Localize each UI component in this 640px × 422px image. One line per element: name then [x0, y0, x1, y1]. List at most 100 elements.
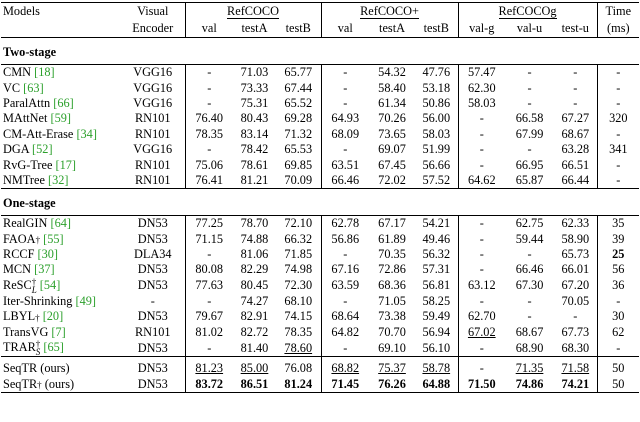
cell-value: 58.03 — [467, 95, 496, 110]
cell-value: 35 — [612, 216, 625, 231]
table-cell: - — [554, 65, 597, 81]
table-cell: - — [457, 356, 506, 377]
table-cell: - — [457, 157, 506, 173]
model-marks: † — [35, 313, 40, 322]
cell-value: DN53 — [137, 262, 168, 277]
table-cell: 74.98 — [276, 262, 321, 277]
cell-value: 75.37 — [378, 360, 406, 375]
cell-value: 57.47 — [467, 65, 496, 80]
cell-value: 76.08 — [284, 360, 313, 375]
table-cell: 83.14 — [233, 127, 276, 142]
model-sub: S — [35, 347, 41, 357]
cell-value: 50 — [612, 360, 625, 375]
model-ref: [65] — [43, 340, 64, 355]
cell-value: 64.88 — [422, 376, 451, 391]
cell-value: 56.94 — [422, 324, 451, 339]
cell-value: 58.78 — [422, 360, 451, 375]
model-name: Iter-Shrinking — [3, 294, 73, 309]
cell-value: - — [616, 65, 621, 80]
model-name: LBYL — [3, 309, 36, 324]
model-name: MCN — [3, 262, 32, 277]
table-cell: - — [457, 126, 506, 142]
cell-value: 341 — [609, 142, 628, 157]
cell-value: - — [207, 80, 212, 95]
cell-value: - — [207, 95, 212, 110]
model-ref: [49] — [75, 294, 97, 309]
cell-value: 76.41 — [195, 172, 224, 187]
model-sup: † — [35, 234, 41, 245]
table-cell: 71.50 — [457, 376, 506, 393]
model-ref: [66] — [53, 95, 74, 110]
cell-value: 77.25 — [195, 216, 224, 231]
table-cell: 50 — [596, 376, 640, 393]
table-cell: 70.09 — [276, 173, 321, 189]
cell-value: 39 — [612, 231, 625, 246]
model-cell: Iter-Shrinking [49] — [1, 294, 121, 309]
cell-value: 59.44 — [515, 231, 544, 246]
table-cell: 68.64 — [320, 309, 370, 325]
cell-value: 82.72 — [240, 324, 269, 339]
cell-value: 82.29 — [240, 262, 269, 277]
cell-value: 49.46 — [422, 231, 451, 246]
table-row: SeqTR † (ours) DN53 83.72 86.51 81.24 71.45 76.… — [1, 376, 640, 393]
cell-value: - — [527, 309, 532, 324]
table-row: RealGIN [64] DN53 77.25 78.70 72.10 62.78 67.1… — [1, 215, 640, 232]
cell-value: 74.27 — [240, 294, 269, 309]
cell-value: VGG16 — [133, 142, 173, 157]
table-cell: 69.85 — [276, 157, 321, 172]
table-cell: 75.06 — [184, 157, 233, 173]
cell-value: 66.32 — [284, 231, 313, 246]
table-cell: 83.72 — [184, 376, 233, 393]
cell-value: - — [343, 247, 348, 262]
table-cell: - — [596, 293, 640, 310]
table-cell: - — [320, 64, 370, 81]
table-cell: 81.24 — [276, 376, 321, 392]
table-cell: 62 — [596, 324, 640, 341]
table-cell: 67.99 — [505, 127, 554, 142]
cell-value: 47.76 — [422, 65, 451, 80]
cell-value: DN53 — [137, 216, 168, 231]
cell-value: - — [616, 80, 621, 95]
cell-value: 50 — [612, 376, 625, 391]
model-sup: † — [35, 340, 41, 350]
table-cell: 67.45 — [369, 157, 415, 172]
group-name: RefCOCO — [227, 4, 279, 19]
table-cell: 25 — [596, 246, 640, 263]
cell-value: 65.53 — [284, 142, 313, 157]
cell-value: 62.75 — [515, 216, 544, 231]
model-ref: [17] — [55, 157, 77, 172]
table-cell: 67.16 — [320, 262, 370, 278]
table-cell: 70.26 — [369, 111, 415, 126]
cell-value: 62.30 — [467, 80, 496, 95]
cell-value: - — [343, 294, 348, 309]
cell-value: DN53 — [137, 231, 168, 246]
table-cell: 85.00 — [233, 356, 276, 377]
cell-value: 58.40 — [378, 80, 406, 95]
model-cell: NMTree [32] — [1, 173, 121, 189]
table-cell: 73.33 — [233, 80, 276, 95]
results-table: Models Visual RefCOCO RefCOCO+ RefCOCOg Time E… — [1, 2, 640, 393]
table-row: DGA [52] VGG16 - 78.42 65.53 - 69.07 51.99 - - 63.… — [1, 141, 640, 158]
table-cell: - — [505, 65, 554, 81]
cell-value: 59.49 — [422, 309, 451, 324]
table-cell: 66.51 — [554, 157, 597, 172]
table-cell: 78.42 — [233, 142, 276, 157]
model-name: ReSC — [3, 277, 32, 292]
table-cell: DLA34 — [121, 247, 185, 262]
table-row: RvG-Tree [17] RN101 75.06 78.61 69.85 63.51 67… — [1, 157, 640, 173]
table-cell: DN53 — [121, 309, 185, 324]
table-cell: 76.41 — [184, 172, 233, 189]
table-cell: 71.05 — [369, 294, 415, 309]
table-cell: - — [505, 96, 554, 111]
cell-value: 61.89 — [378, 231, 406, 246]
table-cell: DN53 — [121, 232, 185, 247]
table-cell: 62.70 — [457, 309, 506, 325]
model-name: SeqTR — [3, 360, 38, 375]
cell-value: 67.73 — [561, 324, 590, 339]
table-cell: - — [320, 141, 370, 158]
model-cell: RCCF [30] — [1, 247, 121, 262]
table-cell: 64.93 — [320, 111, 370, 127]
cell-value: 68.67 — [561, 126, 590, 141]
table-cell: 73.65 — [369, 127, 415, 142]
